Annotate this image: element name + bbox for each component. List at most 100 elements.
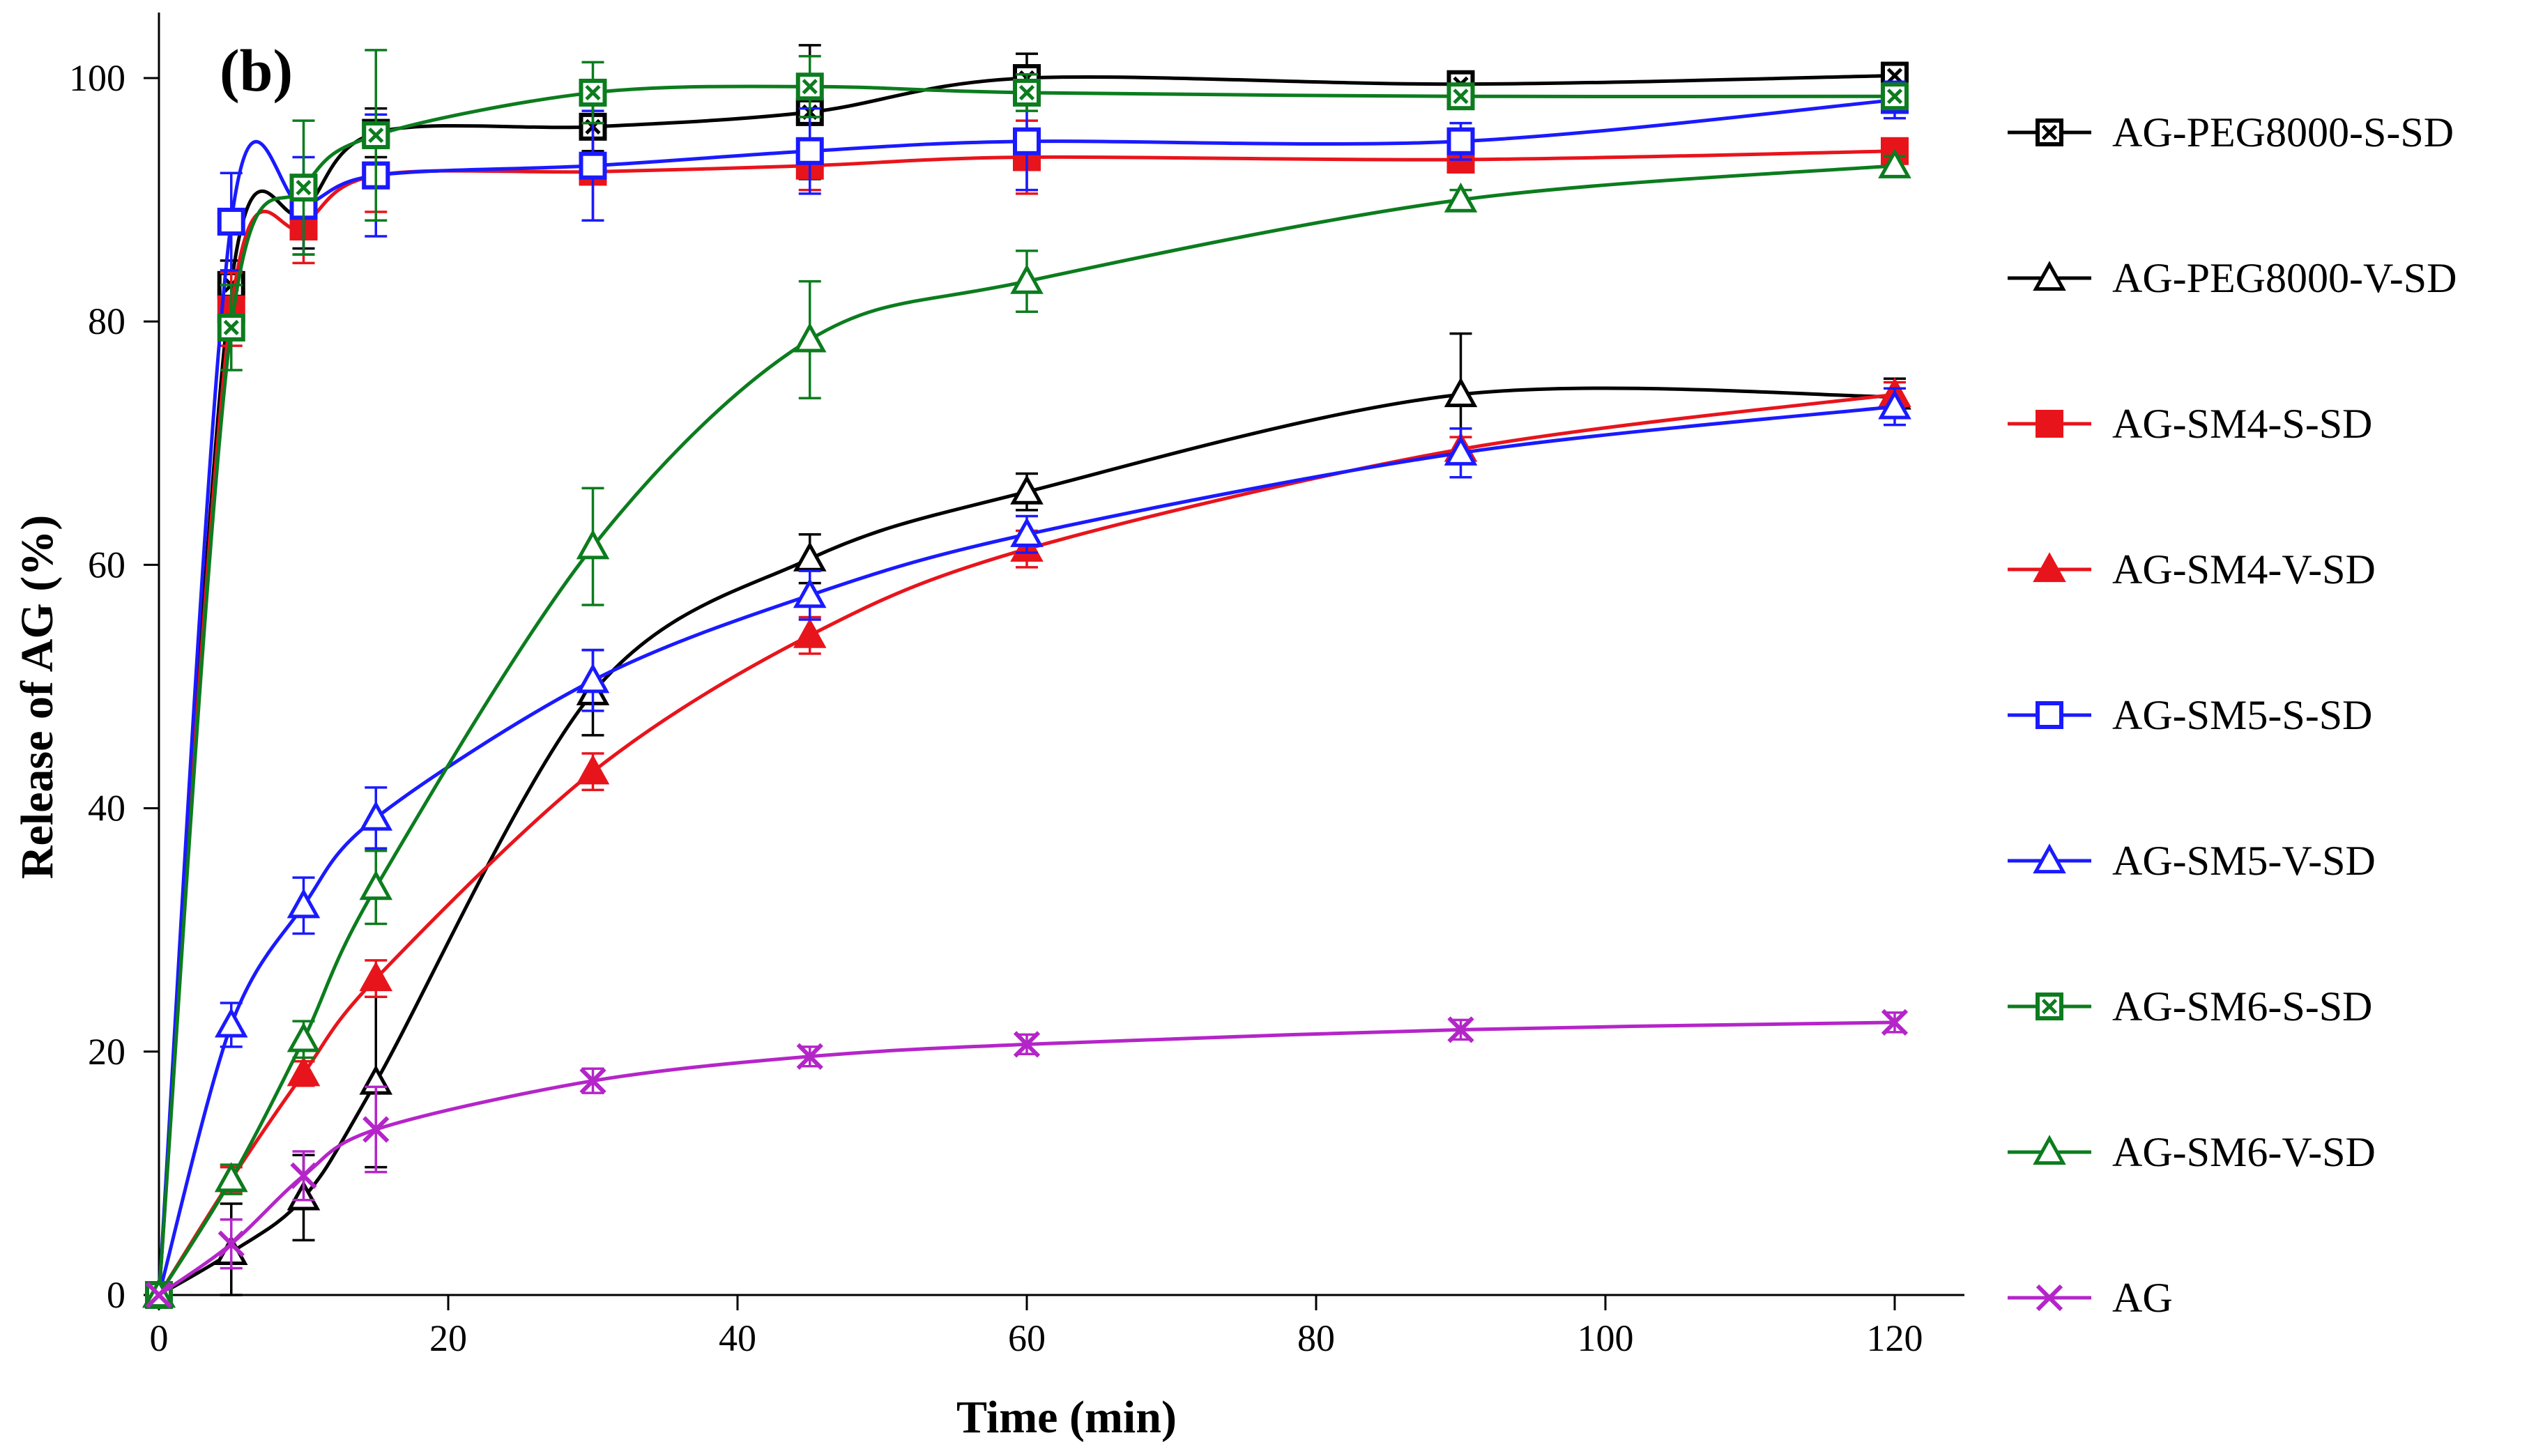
data-point bbox=[287, 1056, 321, 1087]
series-line bbox=[157, 164, 1895, 1296]
x-tick-label: 20 bbox=[429, 1317, 467, 1359]
marker-square bbox=[1446, 127, 1475, 155]
data-point bbox=[795, 72, 824, 101]
marker-square bbox=[217, 208, 245, 236]
data-point bbox=[1013, 127, 1041, 155]
legend-marker bbox=[2033, 261, 2066, 291]
marker-hatch bbox=[296, 180, 312, 196]
legend-label: AG bbox=[2112, 1275, 2173, 1321]
data-point bbox=[1447, 1016, 1474, 1043]
data-point bbox=[1878, 148, 1911, 178]
data-point bbox=[1881, 82, 1909, 111]
y-tick-label: 60 bbox=[88, 544, 125, 585]
data-point bbox=[793, 541, 827, 572]
x-tick-label: 80 bbox=[1297, 1317, 1335, 1359]
data-point bbox=[1013, 1031, 1041, 1058]
y-tick-label: 80 bbox=[88, 300, 125, 342]
series-ag-sm6-s-sd bbox=[145, 49, 1909, 1309]
legend-label: AG-SM6-S-SD bbox=[2112, 983, 2372, 1029]
marker-stroke bbox=[1881, 1009, 1909, 1036]
data-point bbox=[793, 322, 827, 353]
x-tick-label: 100 bbox=[1578, 1317, 1634, 1359]
legend-item: AG-SM5-S-SD bbox=[2008, 692, 2372, 738]
y-tick-label: 100 bbox=[69, 57, 125, 99]
marker-square bbox=[795, 72, 824, 101]
legend-item: AG-SM6-S-SD bbox=[2008, 983, 2372, 1029]
y-tick-label: 20 bbox=[88, 1031, 125, 1073]
data-point bbox=[217, 313, 245, 342]
data-point bbox=[576, 663, 610, 693]
series-ag-peg8000-v-sd bbox=[142, 332, 1911, 1308]
data-point bbox=[793, 578, 827, 608]
data-point bbox=[1446, 127, 1475, 155]
marker-stroke bbox=[1447, 1016, 1474, 1043]
data-point bbox=[796, 1043, 823, 1070]
data-point bbox=[576, 529, 610, 560]
legend-label: AG-SM4-S-SD bbox=[2112, 401, 2372, 447]
legend-marker bbox=[2033, 1135, 2066, 1165]
marker-hatch bbox=[1018, 84, 1035, 101]
data-point bbox=[1010, 474, 1044, 505]
marker-hatch bbox=[368, 127, 384, 144]
data-point bbox=[359, 800, 393, 831]
data-point bbox=[287, 1022, 321, 1052]
marker-square bbox=[795, 137, 824, 165]
marker-square bbox=[579, 78, 607, 107]
marker-square bbox=[2036, 118, 2063, 146]
legend-marker bbox=[2036, 410, 2063, 438]
y-tick-label: 40 bbox=[88, 788, 125, 829]
data-point bbox=[1444, 377, 1478, 408]
legend-item: AG-SM6-V-SD bbox=[2008, 1129, 2376, 1175]
panel-label: (b) bbox=[220, 37, 293, 104]
marker-square bbox=[579, 151, 607, 180]
data-point bbox=[1444, 436, 1478, 466]
legend-label: AG-PEG8000-S-SD bbox=[2112, 109, 2454, 155]
data-point bbox=[579, 1067, 606, 1094]
data-point bbox=[1013, 78, 1041, 107]
series-line bbox=[157, 74, 1895, 1296]
legend-marker bbox=[2033, 843, 2066, 874]
data-point bbox=[579, 151, 607, 180]
x-tick-label: 0 bbox=[150, 1317, 169, 1359]
marker-square bbox=[1013, 127, 1041, 155]
legend-item: AG-SM4-V-SD bbox=[2008, 546, 2376, 592]
legend-item: AG bbox=[2008, 1275, 2173, 1321]
data-point bbox=[290, 1162, 317, 1190]
data-point bbox=[214, 1162, 248, 1193]
marker-stroke bbox=[1013, 1031, 1041, 1058]
marker-hatch bbox=[1453, 89, 1469, 105]
legend: AG-PEG8000-S-SD AG-PEG8000-V-SD AG-SM4-S-S… bbox=[2008, 109, 2457, 1321]
legend-label: AG-SM4-V-SD bbox=[2112, 546, 2376, 592]
data-point bbox=[793, 618, 827, 648]
marker-stroke bbox=[796, 1043, 823, 1070]
data-point bbox=[1446, 82, 1475, 111]
x-tick-label: 40 bbox=[719, 1317, 756, 1359]
data-point bbox=[795, 137, 824, 165]
marker-stroke bbox=[362, 1116, 390, 1143]
data-point bbox=[1010, 263, 1044, 294]
legend-item: AG-SM4-S-SD bbox=[2008, 401, 2372, 447]
legend-marker bbox=[2033, 552, 2066, 583]
marker-square bbox=[217, 313, 245, 342]
marker-hatch bbox=[1886, 89, 1903, 105]
marker-hatch bbox=[1886, 68, 1903, 84]
series-ag-sm6-v-sd bbox=[142, 148, 1911, 1308]
data-point bbox=[359, 870, 393, 901]
data-point bbox=[217, 208, 245, 236]
data-point bbox=[217, 1230, 245, 1257]
data-point bbox=[214, 1007, 248, 1038]
series-line bbox=[158, 1020, 1895, 1297]
series-ag-sm5-v-sd bbox=[142, 387, 1911, 1308]
marker-hatch bbox=[585, 84, 601, 101]
x-tick-label: 120 bbox=[1867, 1317, 1923, 1359]
data-point bbox=[289, 174, 318, 202]
series-line bbox=[157, 98, 1895, 1296]
legend-marker bbox=[2036, 993, 2063, 1020]
legend-item: AG-PEG8000-V-SD bbox=[2008, 255, 2457, 301]
legend-marker bbox=[2036, 701, 2063, 729]
data-point bbox=[359, 961, 393, 992]
marker-hatch bbox=[2041, 998, 2058, 1015]
data-point bbox=[362, 121, 390, 150]
y-tick-label: 0 bbox=[107, 1274, 125, 1316]
